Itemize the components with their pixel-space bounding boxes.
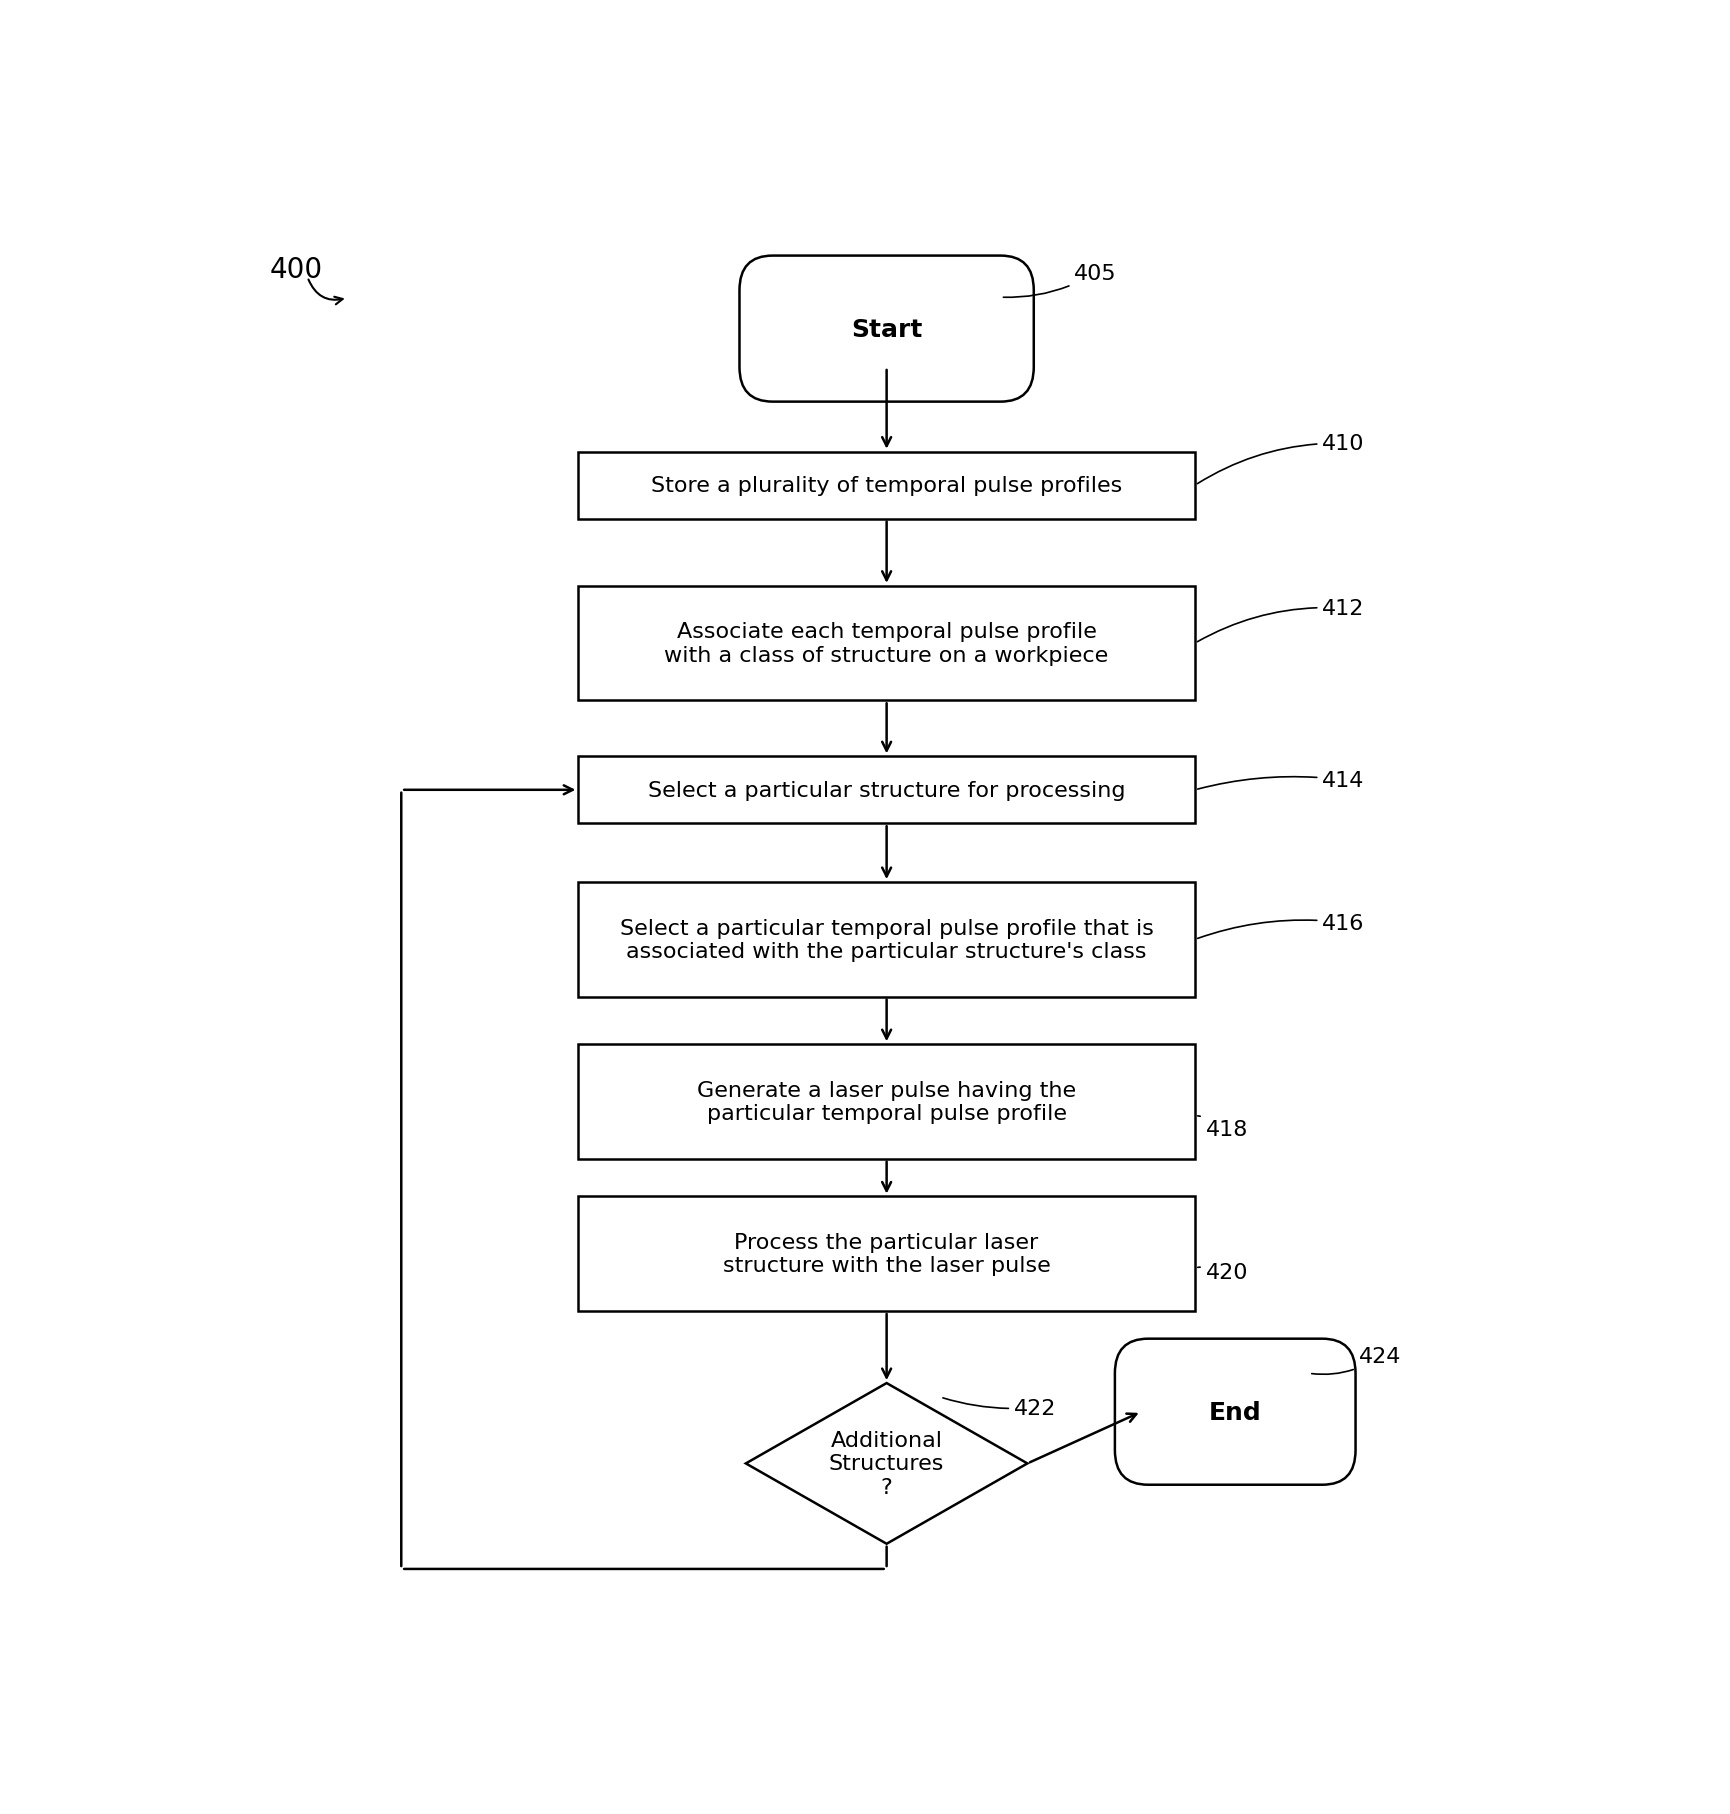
- Text: Associate each temporal pulse profile
with a class of structure on a workpiece: Associate each temporal pulse profile wi…: [664, 622, 1109, 666]
- Text: 412: 412: [1197, 599, 1365, 642]
- Bar: [578, 452, 1195, 519]
- Polygon shape: [746, 1384, 1028, 1544]
- Text: Select a particular temporal pulse profile that is
associated with the particula: Select a particular temporal pulse profi…: [619, 918, 1154, 961]
- Text: Additional
Structures
?: Additional Structures ?: [829, 1431, 945, 1497]
- Text: Start: Start: [851, 317, 922, 341]
- FancyBboxPatch shape: [1114, 1339, 1356, 1486]
- Text: 424: 424: [1311, 1346, 1401, 1375]
- Text: Generate a laser pulse having the
particular temporal pulse profile: Generate a laser pulse having the partic…: [697, 1081, 1076, 1123]
- Text: 422: 422: [943, 1399, 1057, 1419]
- Bar: [578, 1197, 1195, 1312]
- Bar: [578, 883, 1195, 998]
- Bar: [578, 756, 1195, 824]
- Text: 400: 400: [270, 256, 324, 283]
- Text: Store a plurality of temporal pulse profiles: Store a plurality of temporal pulse prof…: [650, 475, 1123, 495]
- Bar: [578, 1045, 1195, 1159]
- Text: 410: 410: [1197, 434, 1365, 484]
- Bar: [578, 586, 1195, 700]
- Text: 418: 418: [1197, 1116, 1247, 1139]
- Text: 416: 416: [1197, 912, 1365, 940]
- Text: 405: 405: [1003, 263, 1118, 297]
- FancyBboxPatch shape: [739, 256, 1035, 403]
- Text: 420: 420: [1197, 1263, 1249, 1282]
- Text: 414: 414: [1197, 771, 1365, 791]
- Text: Select a particular structure for processing: Select a particular structure for proces…: [647, 780, 1126, 800]
- Text: Process the particular laser
structure with the laser pulse: Process the particular laser structure w…: [723, 1232, 1050, 1275]
- Text: End: End: [1209, 1400, 1261, 1424]
